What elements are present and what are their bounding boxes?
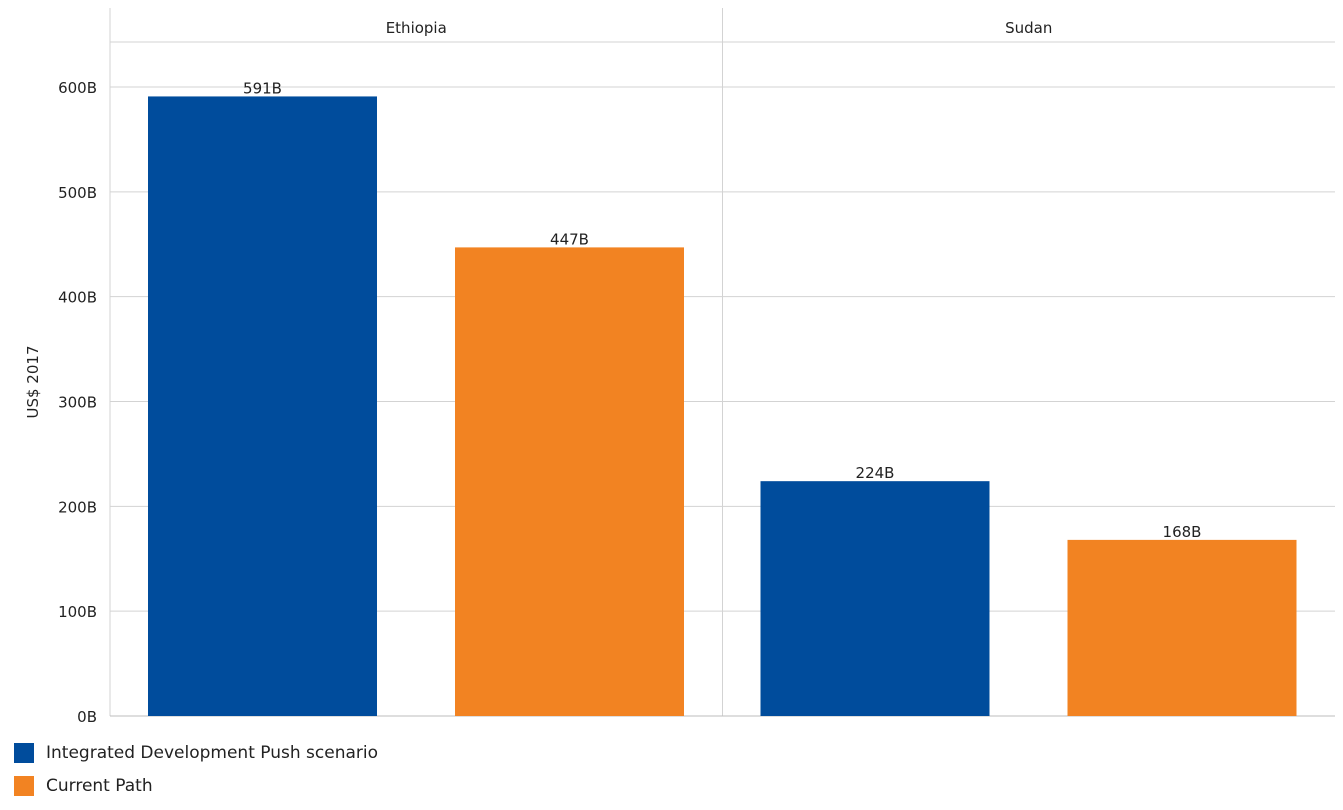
y-tick-label: 300B [58, 394, 97, 412]
y-axis-ticks: 0B 100B 200B 300B 400B 500B 600B [58, 79, 97, 726]
y-tick-label: 400B [58, 289, 97, 307]
y-tick-label: 100B [58, 603, 97, 621]
legend-swatch-integrated [14, 742, 34, 763]
data-label: 591B [243, 79, 282, 97]
data-labels: 591B 447B 224B 168B [243, 79, 1201, 540]
y-tick-label: 200B [58, 498, 97, 516]
data-label: 224B [856, 464, 895, 482]
legend-label-integrated: Integrated Development Push scenario [46, 742, 379, 763]
y-tick-label: 500B [58, 184, 97, 202]
bar-sudan-integrated [760, 481, 990, 716]
y-axis-label: US$ 2017 [24, 346, 42, 419]
data-label: 168B [1163, 523, 1202, 541]
legend-label-current-path: Current Path [46, 775, 153, 796]
bar-sudan-current-path [1067, 539, 1297, 716]
legend-swatch-current-path [14, 775, 34, 796]
chart: Ethiopia Sudan 0B 100B 200B 300B 400B 500B 600… [24, 8, 1335, 726]
legend: Integrated Development Push scenario Cur… [14, 736, 378, 802]
legend-item-current-path[interactable]: Current Path [14, 769, 378, 802]
y-tick-label: 0B [77, 708, 97, 726]
data-label: 447B [550, 230, 589, 248]
panel-title-ethiopia: Ethiopia [386, 19, 447, 37]
bar-ethiopia-current-path [455, 247, 684, 716]
panel-title-sudan: Sudan [1005, 19, 1052, 37]
panel-headers: Ethiopia Sudan [386, 19, 1053, 37]
bar-ethiopia-integrated [148, 96, 377, 716]
y-tick-label: 600B [58, 79, 97, 97]
legend-item-integrated[interactable]: Integrated Development Push scenario [14, 736, 378, 769]
bars [148, 96, 1297, 716]
